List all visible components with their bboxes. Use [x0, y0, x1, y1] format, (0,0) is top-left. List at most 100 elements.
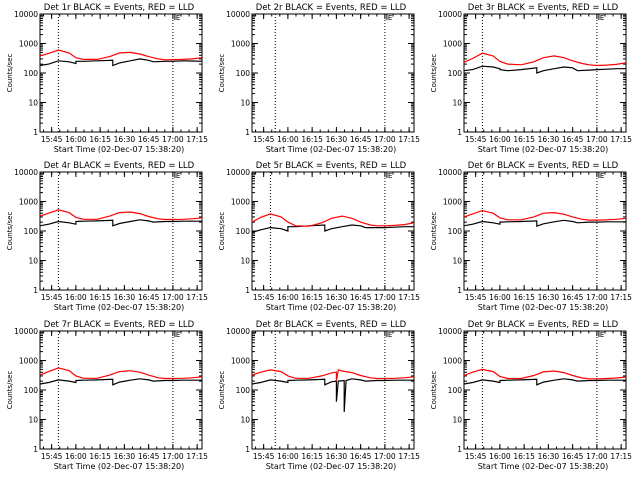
panel-det-8: Det 8r BLACK = Events, RED = LLD 1 10 100 10… [218, 320, 420, 471]
x-axis-label: Start Time (02-Dec-07 15:38:20) [266, 303, 397, 312]
x-tick-label: 15:45 [41, 452, 63, 461]
x-tick-label: 15:45 [253, 135, 275, 144]
event-marker-label: E [176, 331, 180, 339]
series-events-line [463, 378, 626, 386]
series-lld-line [463, 209, 627, 221]
panel-title: Det 6r BLACK = Events, RED = LLD [468, 161, 619, 171]
y-tick-label: 1 [245, 128, 250, 137]
y-tick-label: 10 [240, 257, 250, 266]
panel-title: Det 7r BLACK = Events, RED = LLD [44, 320, 195, 330]
event-marker-label: E [600, 172, 604, 180]
x-tick-label: 17:00 [374, 293, 396, 302]
series-lld-line [39, 209, 203, 221]
y-axis-label: Counts/sec [6, 371, 14, 410]
x-tick-label: 15:45 [253, 293, 275, 302]
x-tick-label: 16:15 [301, 135, 323, 144]
plot-frame [39, 171, 203, 291]
x-tick-label: 15:45 [465, 452, 487, 461]
panel-det-1: Det 1r BLACK = Events, RED = LLD 1 10 100 10… [6, 3, 208, 154]
x-tick-label: 16:45 [138, 135, 160, 144]
panel-det-7: Det 7r BLACK = Events, RED = LLD 1 10 100 10… [6, 320, 208, 471]
x-tick-label: 16:00 [65, 135, 87, 144]
panel-title: Det 3r BLACK = Events, RED = LLD [468, 3, 619, 13]
y-tick-label: 10000 [226, 10, 250, 19]
y-tick-label: 1000 [19, 357, 38, 366]
panel-det-4: Det 4r BLACK = Events, RED = LLD 1 10 100 10… [6, 161, 208, 312]
y-tick-label: 1000 [443, 198, 462, 207]
x-tick-label: 17:15 [186, 452, 208, 461]
y-tick-label: 10000 [438, 327, 462, 336]
series-lld-line [251, 213, 415, 227]
x-axis-label: Start Time (02-Dec-07 15:38:20) [266, 462, 397, 471]
x-tick-label: 16:15 [301, 293, 323, 302]
y-tick-label: 10 [28, 99, 38, 108]
x-axis-label: Start Time (02-Dec-07 15:38:20) [478, 462, 609, 471]
series-lld-line [39, 367, 203, 380]
y-tick-label: 1000 [443, 40, 462, 49]
y-tick-label: 1 [245, 286, 250, 295]
y-tick-label: 100 [448, 227, 463, 236]
series-events-line [39, 219, 202, 227]
x-tick-label: 16:45 [350, 452, 372, 461]
y-tick-label: 1 [457, 445, 462, 454]
x-tick-label: 16:30 [114, 135, 136, 144]
x-tick-label: 16:15 [89, 135, 111, 144]
y-tick-label: 1000 [19, 40, 38, 49]
y-tick-label: 10 [28, 416, 38, 425]
x-tick-label: 16:30 [538, 452, 560, 461]
panel-title: Det 2r BLACK = Events, RED = LLD [256, 3, 407, 13]
y-tick-label: 10 [452, 99, 462, 108]
x-tick-label: 17:15 [398, 452, 420, 461]
panel-title: Det 8r BLACK = Events, RED = LLD [256, 320, 407, 330]
panel-title: Det 1r BLACK = Events, RED = LLD [44, 3, 195, 13]
x-tick-label: 17:15 [610, 452, 632, 461]
x-tick-label: 15:45 [465, 293, 487, 302]
x-axis-label: Start Time (02-Dec-07 15:38:20) [54, 145, 185, 154]
y-tick-label: 10000 [14, 327, 38, 336]
y-tick-label: 1 [457, 128, 462, 137]
y-axis-label: Counts/sec [6, 212, 14, 251]
panel-det-9: Det 9r BLACK = Events, RED = LLD 1 10 100 10… [430, 320, 632, 471]
event-marker-label: E [388, 172, 392, 180]
y-axis-label: Counts/sec [430, 212, 438, 251]
plot-frame [463, 171, 627, 291]
x-tick-label: 16:15 [513, 135, 535, 144]
y-tick-label: 10 [28, 257, 38, 266]
x-tick-label: 16:45 [138, 293, 160, 302]
x-tick-label: 16:45 [562, 293, 584, 302]
x-tick-label: 17:00 [586, 135, 608, 144]
x-tick-label: 16:15 [513, 293, 535, 302]
x-axis-label: Start Time (02-Dec-07 15:38:20) [266, 145, 397, 154]
y-tick-label: 10000 [14, 10, 38, 19]
series-lld-line [251, 369, 415, 382]
series-events-line [251, 378, 414, 413]
x-tick-label: 16:00 [489, 452, 511, 461]
series-events-line [39, 378, 202, 386]
x-tick-label: 16:00 [65, 452, 87, 461]
x-axis-label: Start Time (02-Dec-07 15:38:20) [54, 303, 185, 312]
x-tick-label: 16:00 [489, 293, 511, 302]
y-axis-label: Counts/sec [6, 54, 14, 93]
x-tick-label: 16:30 [114, 452, 136, 461]
event-marker-label: E [388, 331, 392, 339]
x-tick-label: 16:00 [277, 293, 299, 302]
y-tick-label: 100 [448, 69, 463, 78]
x-tick-label: 17:00 [162, 452, 184, 461]
x-tick-label: 16:15 [89, 293, 111, 302]
x-tick-label: 16:00 [277, 135, 299, 144]
series-events-line [463, 219, 626, 228]
x-tick-label: 16:30 [114, 293, 136, 302]
panel-title: Det 4r BLACK = Events, RED = LLD [44, 161, 195, 171]
y-axis-label: Counts/sec [218, 212, 226, 251]
y-tick-label: 10000 [226, 168, 250, 177]
panel-title: Det 5r BLACK = Events, RED = LLD [256, 161, 407, 171]
event-marker-label: E [176, 172, 180, 180]
event-marker-label: E [600, 14, 604, 22]
series-events-line [39, 58, 203, 67]
y-tick-label: 100 [448, 386, 463, 395]
y-tick-label: 100 [24, 69, 39, 78]
y-tick-label: 1000 [231, 357, 250, 366]
y-tick-label: 1 [457, 286, 462, 295]
y-axis-label: Counts/sec [218, 54, 226, 93]
